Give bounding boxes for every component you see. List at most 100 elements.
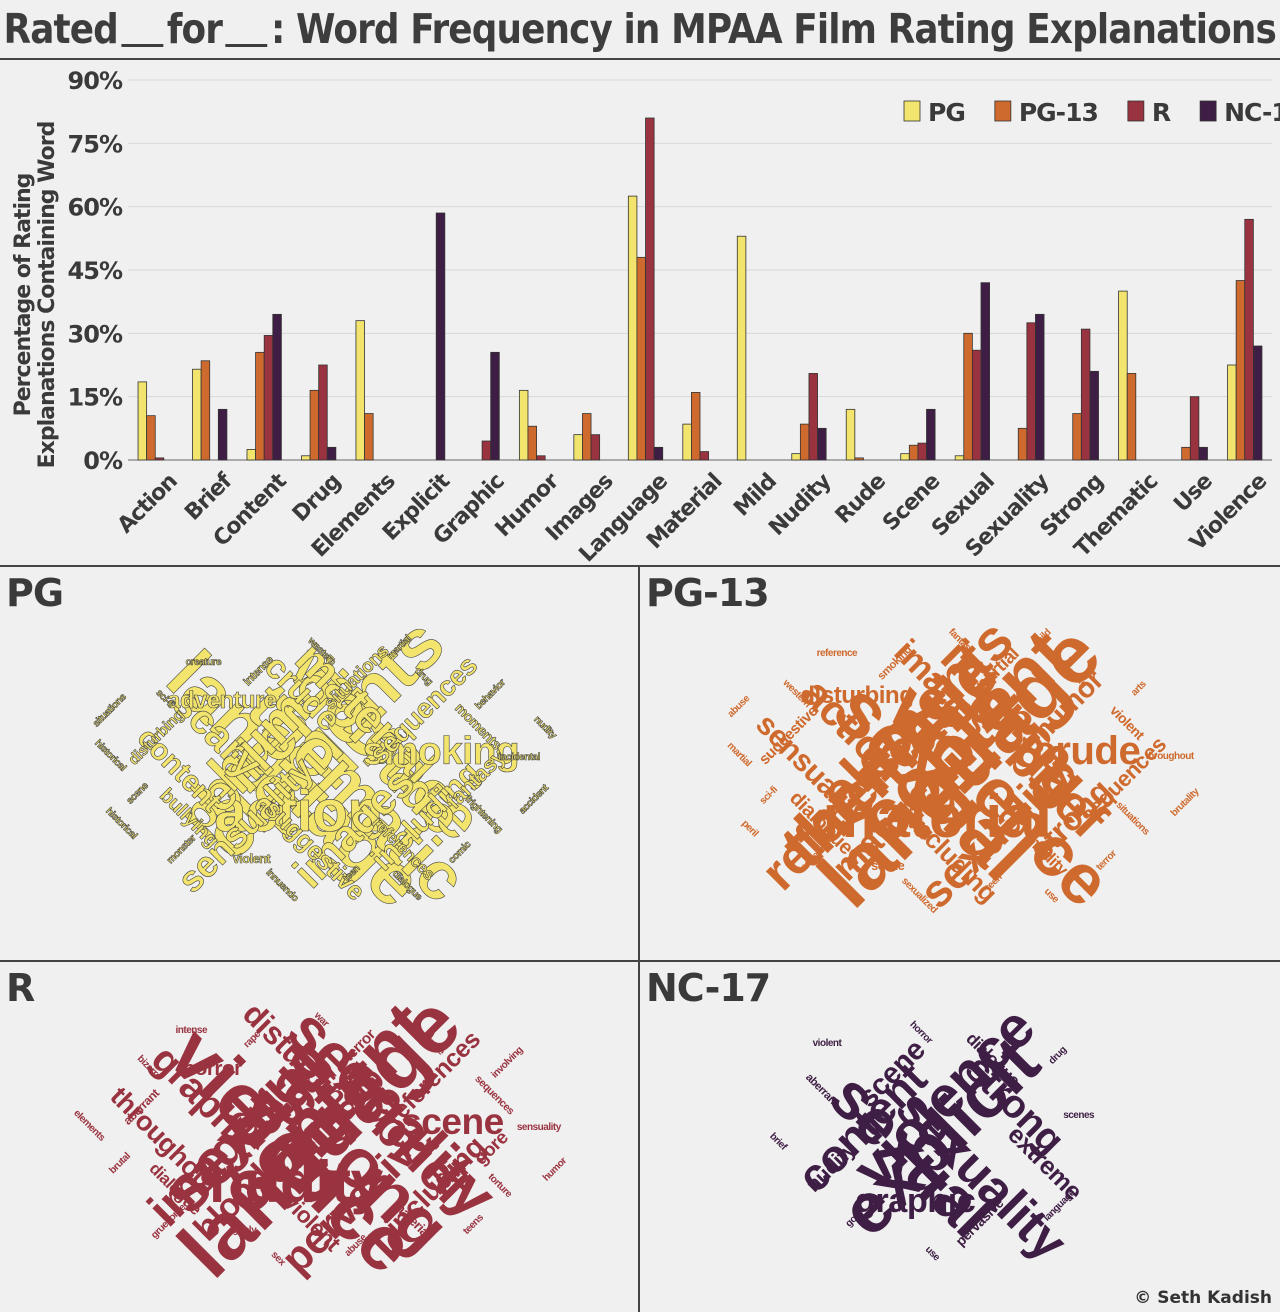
- wordcloud-r: language violence content strong sexual sexua…: [0, 962, 638, 1312]
- wordcloud-panel-nc17: explicit sexual violence sexuality content st…: [640, 962, 1280, 1312]
- y-tick-label: 30%: [68, 320, 123, 348]
- cloud-word: sci-fi: [757, 784, 781, 807]
- panel-row-divider: [0, 960, 1280, 962]
- bar-pg-13-sexuality: [1017, 427, 1028, 461]
- wordcloud-panel-r: language violence content strong sexual sexua…: [0, 962, 638, 1312]
- cloud-word: brutality: [1168, 785, 1202, 819]
- bar-pg-13-strong: [1072, 413, 1082, 461]
- bar-nc-17-use: [1198, 446, 1208, 461]
- cloud-word: scene: [871, 859, 905, 874]
- cloud-word: accident: [516, 782, 551, 817]
- bar-pg-language: [627, 195, 638, 461]
- bar-pg-thematic: [1118, 290, 1128, 461]
- legend-label: PG-13: [1019, 98, 1098, 127]
- cloud-word: nudity: [209, 1149, 383, 1215]
- cloud-word: sensuality: [516, 1121, 561, 1133]
- cloud-word: elements: [71, 1107, 108, 1144]
- y-tick-label: 75%: [68, 130, 123, 158]
- bar-pg-13-scene: [908, 444, 919, 461]
- panel-label-pg: PG: [6, 571, 64, 615]
- x-tick-label: Action: [113, 469, 182, 538]
- bar-pg-13-humor: [527, 425, 537, 461]
- chart-divider: [0, 565, 1280, 567]
- bar-pg-nudity: [791, 453, 801, 461]
- bar-pg-13-sexual: [963, 332, 973, 461]
- legend-swatch-r: [1127, 100, 1145, 122]
- bar-r-graphic: [481, 440, 492, 461]
- bar-nc-17-strong: [1089, 370, 1099, 461]
- cloud-word: horror: [182, 1057, 243, 1081]
- cloud-word: brief: [767, 1130, 789, 1152]
- cloud-word: action: [214, 779, 383, 845]
- cloud-word: adventure: [167, 687, 277, 715]
- cloud-word: abuse: [725, 693, 753, 720]
- y-axis-label-line: Explanations Containing Word: [35, 122, 60, 469]
- chart-svg: 0% 15% 30% 45% 60% 75% 90% Percentage of Rating…: [11, 67, 1280, 565]
- credit: © Seth Kadish: [1134, 1288, 1272, 1308]
- cloud-word: graphic: [854, 1181, 976, 1220]
- cloud-word: intense: [175, 1025, 208, 1037]
- bar-r-strong: [1080, 328, 1091, 461]
- bar-pg-material: [682, 423, 692, 461]
- wordcloud-panel-pg13: language sexual content violence thematic dru…: [640, 567, 1280, 960]
- cloud-word: disturbing: [800, 681, 914, 709]
- cloud-word: brutal: [107, 1151, 133, 1177]
- bar-pg-images: [573, 434, 583, 461]
- cloud-word: behavior: [472, 676, 508, 712]
- bar-nc-17-sexuality: [1035, 313, 1045, 461]
- title-blank-2: [225, 14, 268, 47]
- y-tick-label: 0%: [83, 447, 123, 475]
- bar-pg-sexual: [954, 455, 965, 461]
- panel-column-divider: [638, 566, 640, 1312]
- y-tick-label: 60%: [68, 194, 123, 222]
- panel-label-nc17: NC-17: [646, 966, 771, 1010]
- cloud-word: crude: [1033, 727, 1141, 773]
- cloud-word: use: [922, 1244, 942, 1264]
- cloud-word: violent: [812, 1038, 842, 1050]
- bar-pg-13-thematic: [1126, 373, 1137, 461]
- bar-r-scene: [917, 442, 927, 461]
- wordcloud-nc17: explicit sexual violence sexuality content st…: [640, 962, 1280, 1312]
- y-axis-label-line: Percentage of Rating: [11, 174, 36, 417]
- legend-swatch-pg: [903, 100, 921, 122]
- bar-pg-13-violence: [1235, 280, 1246, 461]
- bar-pg-13-images: [582, 413, 592, 461]
- bar-nc-17-sexual: [980, 282, 990, 461]
- bar-pg-13-elements: [364, 413, 374, 461]
- cloud-word: scene: [124, 780, 152, 807]
- cloud-word: involving: [489, 1044, 526, 1081]
- bar-r-content: [263, 335, 274, 461]
- cloud-word: drug: [1047, 1044, 1070, 1068]
- bar-r-use: [1189, 396, 1200, 461]
- cloud-word: peril: [739, 818, 761, 840]
- y-tick-label: 45%: [68, 257, 123, 285]
- bar-nc-17-nudity: [817, 427, 827, 461]
- cloud-word: smoking: [362, 729, 520, 773]
- legend-label: R: [1152, 98, 1171, 127]
- bar-nc-17-scene: [926, 408, 936, 461]
- bar-pg-13-language: [636, 256, 646, 461]
- bar-pg-rude: [845, 408, 856, 461]
- cloud-word: historical: [92, 737, 129, 774]
- legend-label: NC-17: [1224, 98, 1280, 127]
- cloud-word: situations: [1113, 799, 1152, 838]
- bar-nc-17-language: [653, 446, 664, 461]
- wordcloud-panel-pg: mild language elements thematic brief violenc…: [0, 567, 638, 960]
- bar-pg-humor: [518, 389, 529, 461]
- cloud-word: martial: [725, 740, 754, 770]
- wordcloud-pg13: language sexual content violence thematic dru…: [640, 567, 1280, 960]
- y-tick-label: 15%: [68, 384, 123, 412]
- y-tick-label: 90%: [68, 67, 123, 95]
- cloud-word: incidental: [498, 751, 541, 763]
- bar-pg-13-content: [255, 351, 265, 461]
- cloud-word: scene: [401, 1100, 504, 1143]
- cloud-word: innuendo: [263, 867, 300, 905]
- bar-r-action: [154, 457, 165, 461]
- panel-label-pg13: PG-13: [646, 571, 770, 615]
- bar-pg-violence: [1227, 364, 1237, 461]
- wordcloud-pg: mild language elements thematic brief violenc…: [0, 567, 638, 960]
- legend-label: PG: [928, 98, 965, 127]
- bar-pg-13-nudity: [799, 423, 810, 461]
- cloud-word: material: [822, 781, 1052, 850]
- y-axis-label: Percentage of RatingExplanations Contain…: [11, 122, 60, 469]
